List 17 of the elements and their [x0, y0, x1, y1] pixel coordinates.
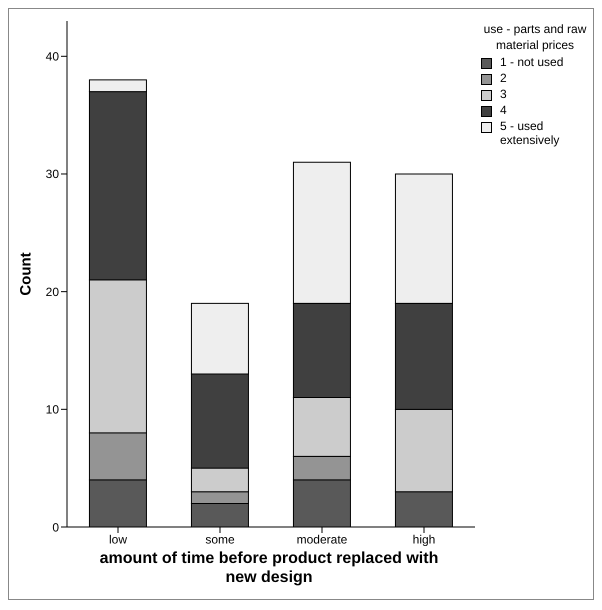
x-axis-title: amount of time before product replaced with new design	[98, 549, 440, 587]
legend-label: 3	[500, 87, 507, 101]
legend-label: 1 - not used	[500, 55, 564, 69]
y-axis-title: Count	[17, 252, 34, 296]
legend-title: use - parts and raw material prices	[482, 21, 588, 53]
y-tick-label: 30	[46, 167, 60, 182]
y-tick-label: 10	[46, 402, 60, 417]
x-tick-label: high	[412, 532, 436, 547]
legend-label: 5 - used extensively	[500, 119, 560, 147]
y-tick-label: 40	[46, 50, 60, 64]
legend-label: 4	[500, 103, 507, 117]
x-tick-label: some	[205, 532, 235, 547]
y-tick-label: 20	[46, 284, 60, 299]
x-tick-label: low	[108, 532, 128, 547]
x-tick-label: moderate	[296, 532, 348, 547]
legend-label: 2	[500, 71, 507, 85]
y-tick-label: 0	[52, 520, 60, 534]
